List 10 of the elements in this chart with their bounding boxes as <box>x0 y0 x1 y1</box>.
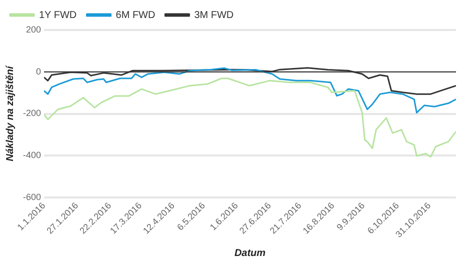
y-tick-label: 0 <box>36 66 42 76</box>
y-tick-label: 200 <box>26 24 42 34</box>
y-tick-label: -400 <box>23 150 42 160</box>
y-tick-label: -200 <box>23 108 42 118</box>
y-tick-label: -600 <box>23 192 42 202</box>
legend-label: 6M FWD <box>116 10 156 21</box>
x-axis-title: Datum <box>234 248 266 259</box>
legend-label: 3M FWD <box>194 10 234 21</box>
legend-label: 1Y FWD <box>39 10 77 21</box>
y-axis-title: Náklady na zajištění <box>4 65 16 162</box>
